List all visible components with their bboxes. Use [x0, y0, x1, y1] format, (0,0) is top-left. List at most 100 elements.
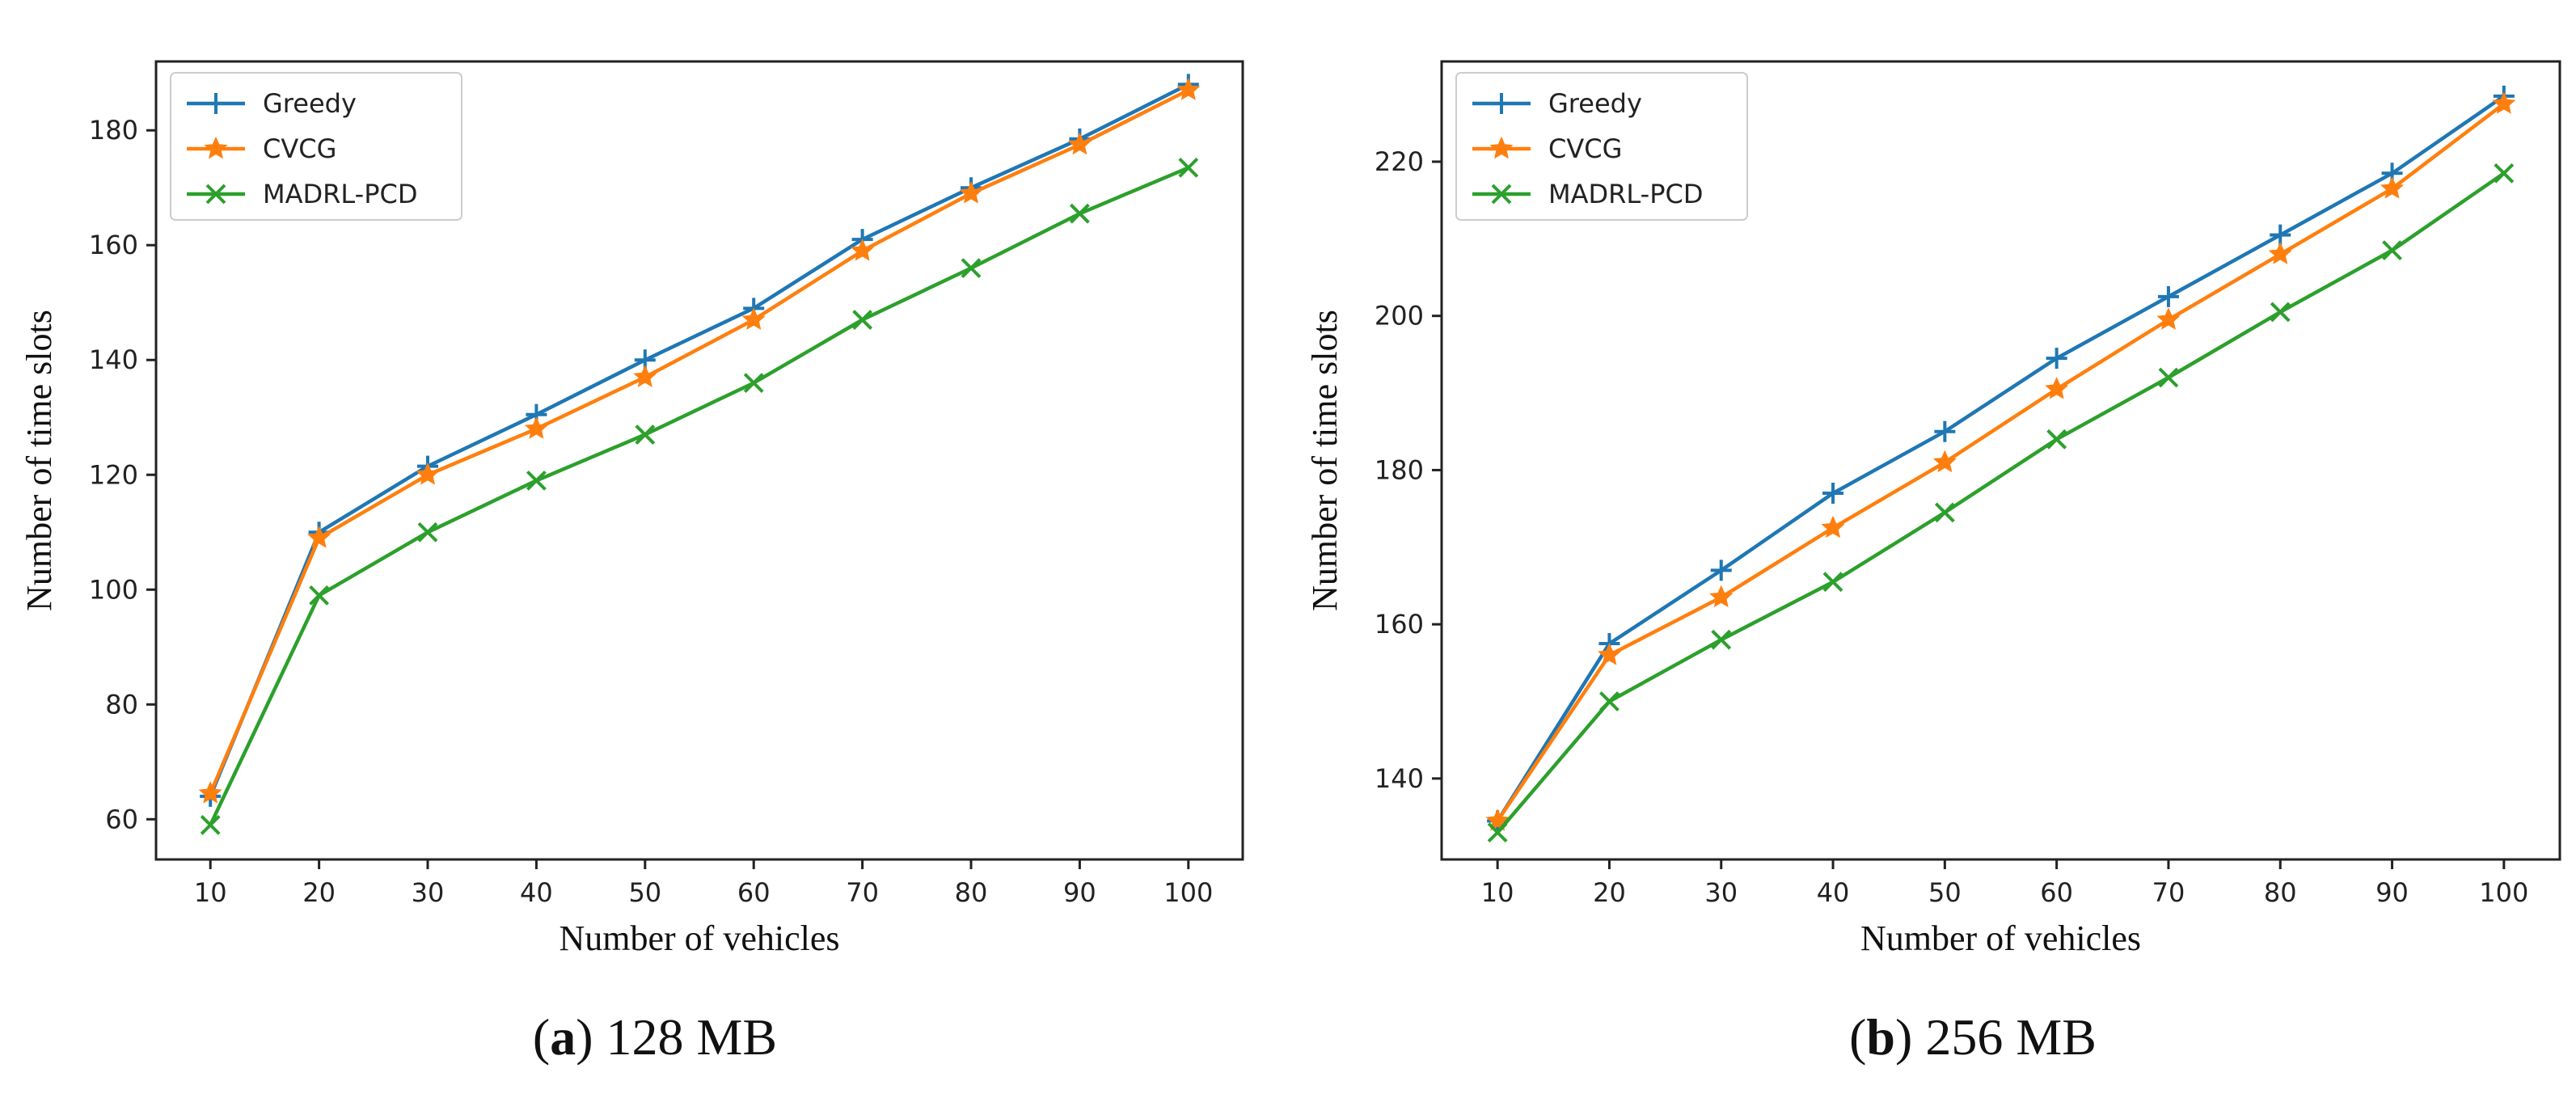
x-tick-label: 90 — [2375, 877, 2409, 908]
y-tick-label: 100 — [89, 574, 138, 605]
data-point — [743, 373, 764, 394]
data-point — [2270, 302, 2291, 323]
x-tick-label: 10 — [194, 877, 227, 908]
y-tick-label: 160 — [1375, 609, 1424, 640]
data-point — [635, 424, 656, 445]
legend-marker — [1491, 93, 1512, 114]
y-tick-label: 140 — [89, 344, 138, 375]
chart-panel-a: 10 20 30 40 50 60 70 80 90 100 60 80 100 120 140 160 180… — [19, 60, 1244, 1066]
data-point — [633, 365, 657, 387]
x-tick-label: 40 — [520, 877, 553, 908]
y-tick-label: 80 — [105, 689, 138, 720]
legend: Greedy CVCG MADRL-PCD — [1455, 72, 1748, 221]
legend-label: MADRL-PCD — [263, 179, 417, 209]
data-point — [524, 416, 548, 439]
data-point — [1934, 502, 1955, 523]
data-point — [307, 526, 332, 548]
x-tick-label: 30 — [412, 877, 445, 908]
data-point — [1067, 132, 1092, 155]
x-tick-label: 70 — [846, 877, 879, 908]
subfigure-caption: (b) 256 MB — [1849, 1008, 2097, 1066]
x-tick-label: 70 — [2152, 877, 2185, 908]
data-point — [959, 181, 983, 204]
x-tick-label: 10 — [1481, 877, 1514, 908]
series-madrl-pcd — [1487, 163, 2515, 843]
legend-marker — [1491, 184, 1512, 205]
data-point — [1711, 629, 1732, 650]
data-point — [2382, 240, 2402, 261]
data-point — [2494, 163, 2515, 184]
y-tick-label: 180 — [1375, 454, 1424, 485]
x-tick-label: 40 — [1817, 877, 1850, 908]
legend-marker — [205, 184, 226, 205]
legend-box — [170, 72, 462, 221]
data-point — [1176, 78, 1201, 100]
caption-paren-open: ( — [533, 1008, 550, 1066]
series-line — [1496, 171, 2506, 834]
series-line — [209, 88, 1189, 795]
data-point — [851, 239, 875, 261]
caption-paren-close: ) — [1895, 1008, 1925, 1066]
data-point — [1178, 157, 1199, 178]
x-tick-label: 100 — [1163, 877, 1213, 908]
x-tick-label: 20 — [1593, 877, 1626, 908]
data-point — [741, 307, 766, 330]
caption-paren-open: ( — [1849, 1008, 1866, 1066]
x-tick-label: 80 — [955, 877, 988, 908]
caption-text: 256 MB — [1925, 1008, 2097, 1066]
x-tick-label: 50 — [628, 877, 661, 908]
data-point — [1822, 483, 1844, 505]
data-point — [2046, 429, 2067, 450]
data-point — [417, 521, 438, 543]
data-point — [2492, 91, 2516, 114]
x-tick-label: 80 — [2264, 877, 2297, 908]
legend-box — [1455, 72, 1748, 221]
legend-label: Greedy — [263, 88, 357, 119]
data-point — [2158, 367, 2179, 388]
data-point — [1597, 643, 1621, 665]
data-point — [309, 585, 330, 606]
plot-frame — [1440, 60, 2561, 861]
legend-marker — [204, 136, 228, 159]
data-point — [2157, 285, 2179, 307]
caption-letter: a — [550, 1008, 576, 1066]
x-axis-title: Number of vehicles — [560, 918, 840, 958]
series-cvcg — [198, 78, 1201, 804]
y-axis-title: Number of time slots — [1305, 310, 1345, 611]
data-point — [1934, 420, 1956, 442]
series-line — [209, 166, 1189, 826]
y-tick-label: 220 — [1375, 146, 1424, 177]
data-point — [2156, 307, 2181, 330]
caption-text: 128 MB — [606, 1008, 778, 1066]
caption-paren-close: ) — [576, 1008, 606, 1066]
legend-label: Greedy — [1548, 88, 1642, 119]
legend-label: MADRL-PCD — [1548, 179, 1703, 209]
x-tick-label: 60 — [737, 877, 771, 908]
x-tick-label: 90 — [1063, 877, 1096, 908]
data-point — [200, 814, 221, 835]
data-point — [1822, 572, 1843, 593]
series-line — [1496, 95, 2506, 822]
data-point — [2046, 348, 2067, 369]
series-madrl-pcd — [200, 157, 1199, 835]
data-point — [2268, 242, 2292, 264]
data-point — [1821, 515, 1845, 538]
y-tick-label: 120 — [89, 459, 138, 490]
plot-frame — [154, 60, 1244, 861]
data-point — [961, 258, 982, 279]
x-tick-label: 100 — [2479, 877, 2528, 908]
x-axis-title: Number of vehicles — [1860, 918, 2141, 958]
subfigure-caption: (a) 128 MB — [533, 1008, 777, 1066]
y-tick-label: 60 — [105, 804, 138, 834]
x-tick-label: 30 — [1704, 877, 1738, 908]
data-point — [1932, 450, 1957, 473]
data-point — [526, 470, 547, 491]
series-line — [209, 82, 1189, 797]
x-tick-label: 20 — [302, 877, 336, 908]
y-tick-label: 180 — [89, 115, 138, 146]
data-point — [2045, 377, 2069, 399]
series-line — [1496, 102, 2506, 822]
legend-label: CVCG — [263, 133, 336, 164]
x-tick-label: 50 — [1928, 877, 1962, 908]
